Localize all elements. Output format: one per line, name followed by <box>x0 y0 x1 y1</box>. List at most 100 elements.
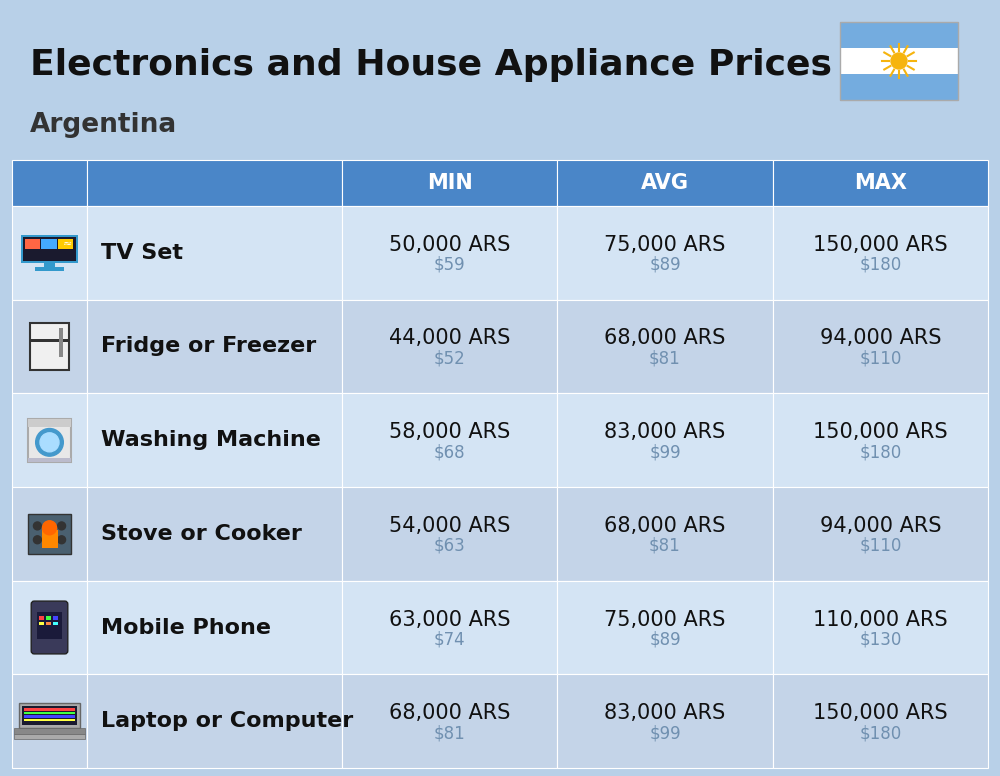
Circle shape <box>33 522 41 530</box>
Circle shape <box>33 535 41 544</box>
Text: 68,000 ARS: 68,000 ARS <box>604 516 726 536</box>
Circle shape <box>58 522 66 530</box>
Bar <box>12 160 87 206</box>
Text: 50,000 ARS: 50,000 ARS <box>389 235 510 255</box>
Circle shape <box>36 428 63 456</box>
Text: 110,000 ARS: 110,000 ARS <box>813 609 948 629</box>
Circle shape <box>42 521 56 535</box>
Bar <box>41 239 57 249</box>
Bar <box>28 459 71 462</box>
Text: Electronics and House Appliance Prices: Electronics and House Appliance Prices <box>30 48 832 82</box>
Text: 58,000 ARS: 58,000 ARS <box>389 422 510 442</box>
Bar <box>19 703 80 728</box>
Text: AVG: AVG <box>641 173 689 193</box>
Circle shape <box>891 53 907 69</box>
Circle shape <box>40 433 59 452</box>
Bar <box>342 674 557 768</box>
Bar <box>59 328 63 348</box>
Bar <box>12 300 87 393</box>
Text: 94,000 ARS: 94,000 ARS <box>820 516 941 536</box>
Bar <box>30 323 69 370</box>
Bar <box>12 580 87 674</box>
Bar <box>12 206 87 300</box>
Bar <box>14 734 85 740</box>
Bar <box>773 487 988 580</box>
Text: Washing Machine: Washing Machine <box>101 430 321 450</box>
Text: 150,000 ARS: 150,000 ARS <box>813 422 948 442</box>
Text: $89: $89 <box>649 256 681 274</box>
Bar <box>342 160 557 206</box>
Text: 75,000 ARS: 75,000 ARS <box>604 609 726 629</box>
Text: $81: $81 <box>434 724 466 742</box>
Bar <box>87 674 342 768</box>
Text: $74: $74 <box>434 631 465 649</box>
Bar <box>25 239 40 249</box>
Bar <box>58 239 73 249</box>
Bar <box>557 206 773 300</box>
Text: 94,000 ARS: 94,000 ARS <box>820 328 941 348</box>
Bar <box>773 580 988 674</box>
Text: $81: $81 <box>649 537 681 555</box>
Text: ≈: ≈ <box>63 239 72 249</box>
Bar <box>342 487 557 580</box>
Bar <box>87 580 342 674</box>
Bar <box>557 300 773 393</box>
Bar <box>87 300 342 393</box>
Text: $99: $99 <box>649 443 681 461</box>
Bar <box>22 706 77 725</box>
Bar <box>773 300 988 393</box>
Bar <box>28 514 71 553</box>
Bar <box>773 206 988 300</box>
Bar <box>28 418 71 462</box>
Bar <box>12 393 87 487</box>
Bar <box>23 237 76 261</box>
Text: Fridge or Freezer: Fridge or Freezer <box>101 337 316 356</box>
Text: 54,000 ARS: 54,000 ARS <box>389 516 510 536</box>
Bar <box>24 715 75 718</box>
Bar <box>342 393 557 487</box>
Text: $63: $63 <box>434 537 466 555</box>
Text: $99: $99 <box>649 724 681 742</box>
Text: MIN: MIN <box>427 173 473 193</box>
Bar <box>42 530 58 548</box>
Text: $110: $110 <box>859 537 902 555</box>
Bar <box>840 48 958 74</box>
Bar <box>342 580 557 674</box>
Text: $180: $180 <box>859 443 901 461</box>
Bar <box>44 263 55 267</box>
Text: 83,000 ARS: 83,000 ARS <box>604 422 726 442</box>
Bar <box>840 22 958 48</box>
Bar <box>53 616 58 620</box>
Bar <box>557 674 773 768</box>
Bar <box>30 339 69 342</box>
Text: 83,000 ARS: 83,000 ARS <box>604 703 726 723</box>
Text: 68,000 ARS: 68,000 ARS <box>604 328 726 348</box>
Bar <box>87 487 342 580</box>
Text: 63,000 ARS: 63,000 ARS <box>389 609 510 629</box>
Bar <box>557 160 773 206</box>
Bar <box>342 300 557 393</box>
Bar <box>557 487 773 580</box>
Bar <box>53 622 58 625</box>
Bar <box>35 267 64 271</box>
Bar <box>59 341 63 357</box>
Bar <box>24 712 75 715</box>
Bar <box>87 206 342 300</box>
Text: Laptop or Computer: Laptop or Computer <box>101 711 353 731</box>
Bar <box>46 616 51 620</box>
Bar <box>342 206 557 300</box>
Bar <box>12 674 87 768</box>
Text: 150,000 ARS: 150,000 ARS <box>813 235 948 255</box>
Bar <box>87 393 342 487</box>
Bar <box>39 616 44 620</box>
Bar <box>840 74 958 101</box>
Text: $110: $110 <box>859 349 902 368</box>
Text: Stove or Cooker: Stove or Cooker <box>101 524 302 544</box>
Bar <box>557 580 773 674</box>
Bar <box>37 612 62 639</box>
Text: 75,000 ARS: 75,000 ARS <box>604 235 726 255</box>
Circle shape <box>58 535 66 544</box>
Text: $68: $68 <box>434 443 465 461</box>
Bar <box>14 728 85 734</box>
Bar <box>21 235 78 263</box>
